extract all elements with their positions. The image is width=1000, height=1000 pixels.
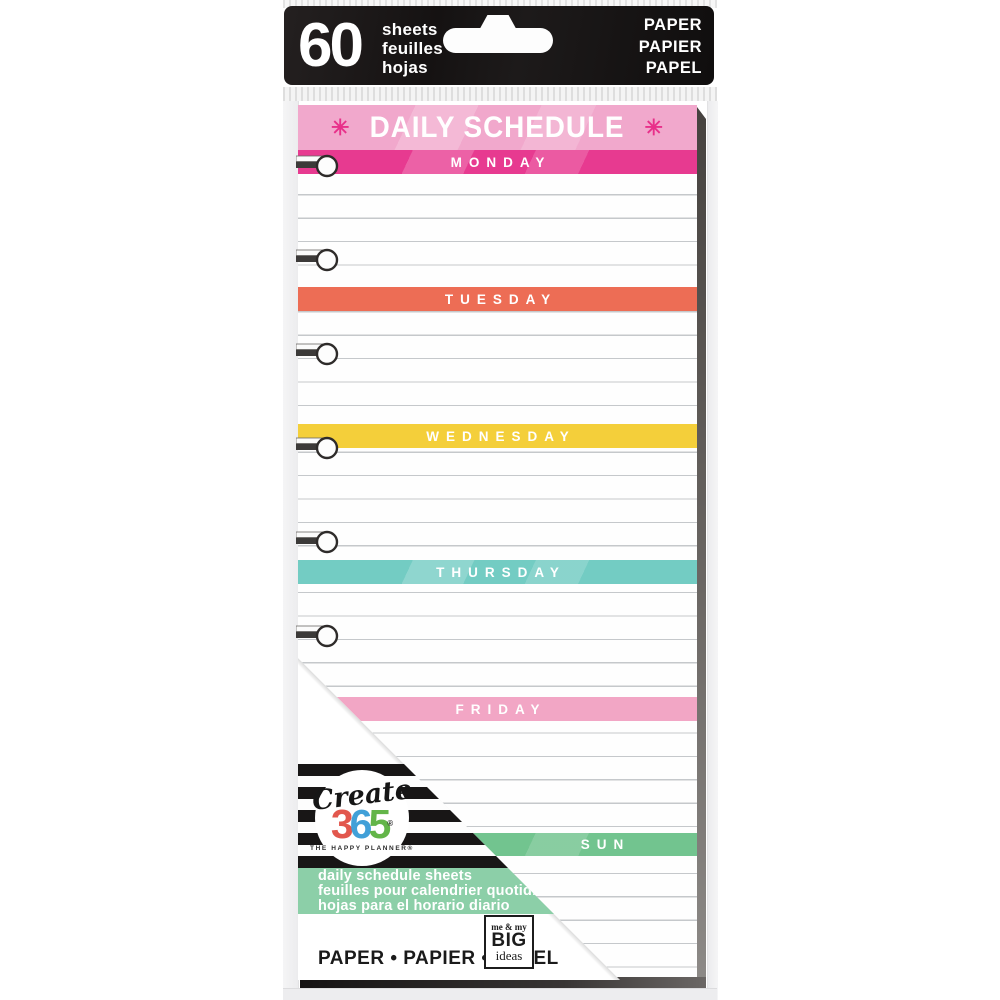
me-my-big-ideas-logo: me & my BIG ideas: [484, 915, 534, 969]
header-bar: 60 sheets feuilles hojas PAPER PAPIER PA…: [284, 6, 714, 85]
starburst-icon: ✳: [644, 114, 664, 140]
digit-5: 5: [368, 801, 391, 847]
disc-punch-icon: [296, 342, 339, 366]
registered-mark: ®: [387, 819, 394, 828]
material-en: PAPER: [643, 16, 702, 34]
day-band-thursday: THURSDAY: [298, 560, 697, 584]
day-band-wednesday: WEDNESDAY: [298, 424, 697, 448]
day-label: TUESDAY: [444, 291, 558, 307]
disc-punch-icon: [296, 530, 339, 554]
material-labels: PAPER PAPIER PAPEL: [639, 15, 702, 80]
title-band: ✳ DAILY SCHEDULE ✳: [298, 105, 697, 150]
paper-stack-right-edge: [697, 107, 706, 983]
description-fr: feuilles pour calendrier quotidien: [318, 882, 554, 899]
day-label: MONDAY: [450, 154, 552, 170]
publisher-line1: me & my: [491, 921, 527, 932]
hang-hole-notch: [478, 15, 518, 31]
day-label: SUN: [580, 837, 631, 852]
create365-logo: Create 365® THE HAPPY PLANNER®: [310, 770, 413, 866]
day-band-friday: FRIDAY: [298, 697, 697, 721]
sleeve-top-crimp: [283, 0, 717, 8]
brand-365: 365®: [331, 804, 394, 845]
material-es: PAPEL: [645, 59, 702, 77]
day-label: THURSDAY: [436, 564, 566, 580]
page-title: DAILY SCHEDULE: [370, 110, 625, 144]
day-band-tuesday: TUESDAY: [298, 287, 697, 311]
day-band-monday: MONDAY: [298, 150, 697, 174]
disc-punch-icon: [296, 154, 339, 178]
sleeve-seal-crimp: [283, 87, 717, 101]
sheet-count: 60: [298, 11, 364, 80]
day-label: FRIDAY: [455, 701, 547, 717]
unit-fr: feuilles: [382, 39, 443, 58]
digit-6: 6: [349, 801, 373, 847]
starburst-icon: ✳: [331, 114, 351, 140]
disc-punch-icon: [296, 624, 339, 648]
disc-punch-icon: [296, 248, 339, 272]
digit-3: 3: [330, 801, 354, 847]
sleeve-right-edge: [707, 101, 718, 1000]
disc-punch-icon: [296, 436, 339, 460]
publisher-line2: BIG: [491, 929, 527, 951]
description-en: daily schedule sheets: [318, 867, 473, 884]
sleeve-bottom-edge: [283, 988, 717, 1000]
paper-stack: ✳ DAILY SCHEDULE ✳ MONDAY TUESDAY WEDNES…: [296, 105, 697, 980]
brand-tagline: THE HAPPY PLANNER®: [310, 845, 414, 852]
hang-hole: [443, 28, 553, 53]
material-fr: PAPIER: [638, 37, 702, 56]
publisher-line3: ideas: [495, 947, 523, 963]
day-label: WEDNESDAY: [426, 428, 576, 444]
sheet-count-units: sheets feuilles hojas: [382, 20, 443, 77]
paper-stack-bottom-edge: [300, 977, 706, 988]
unit-es: hojas: [382, 58, 428, 77]
unit-en: sheets: [382, 20, 438, 39]
brand-script: Create: [310, 774, 414, 817]
description-es: hojas para el horario diario: [318, 897, 510, 914]
